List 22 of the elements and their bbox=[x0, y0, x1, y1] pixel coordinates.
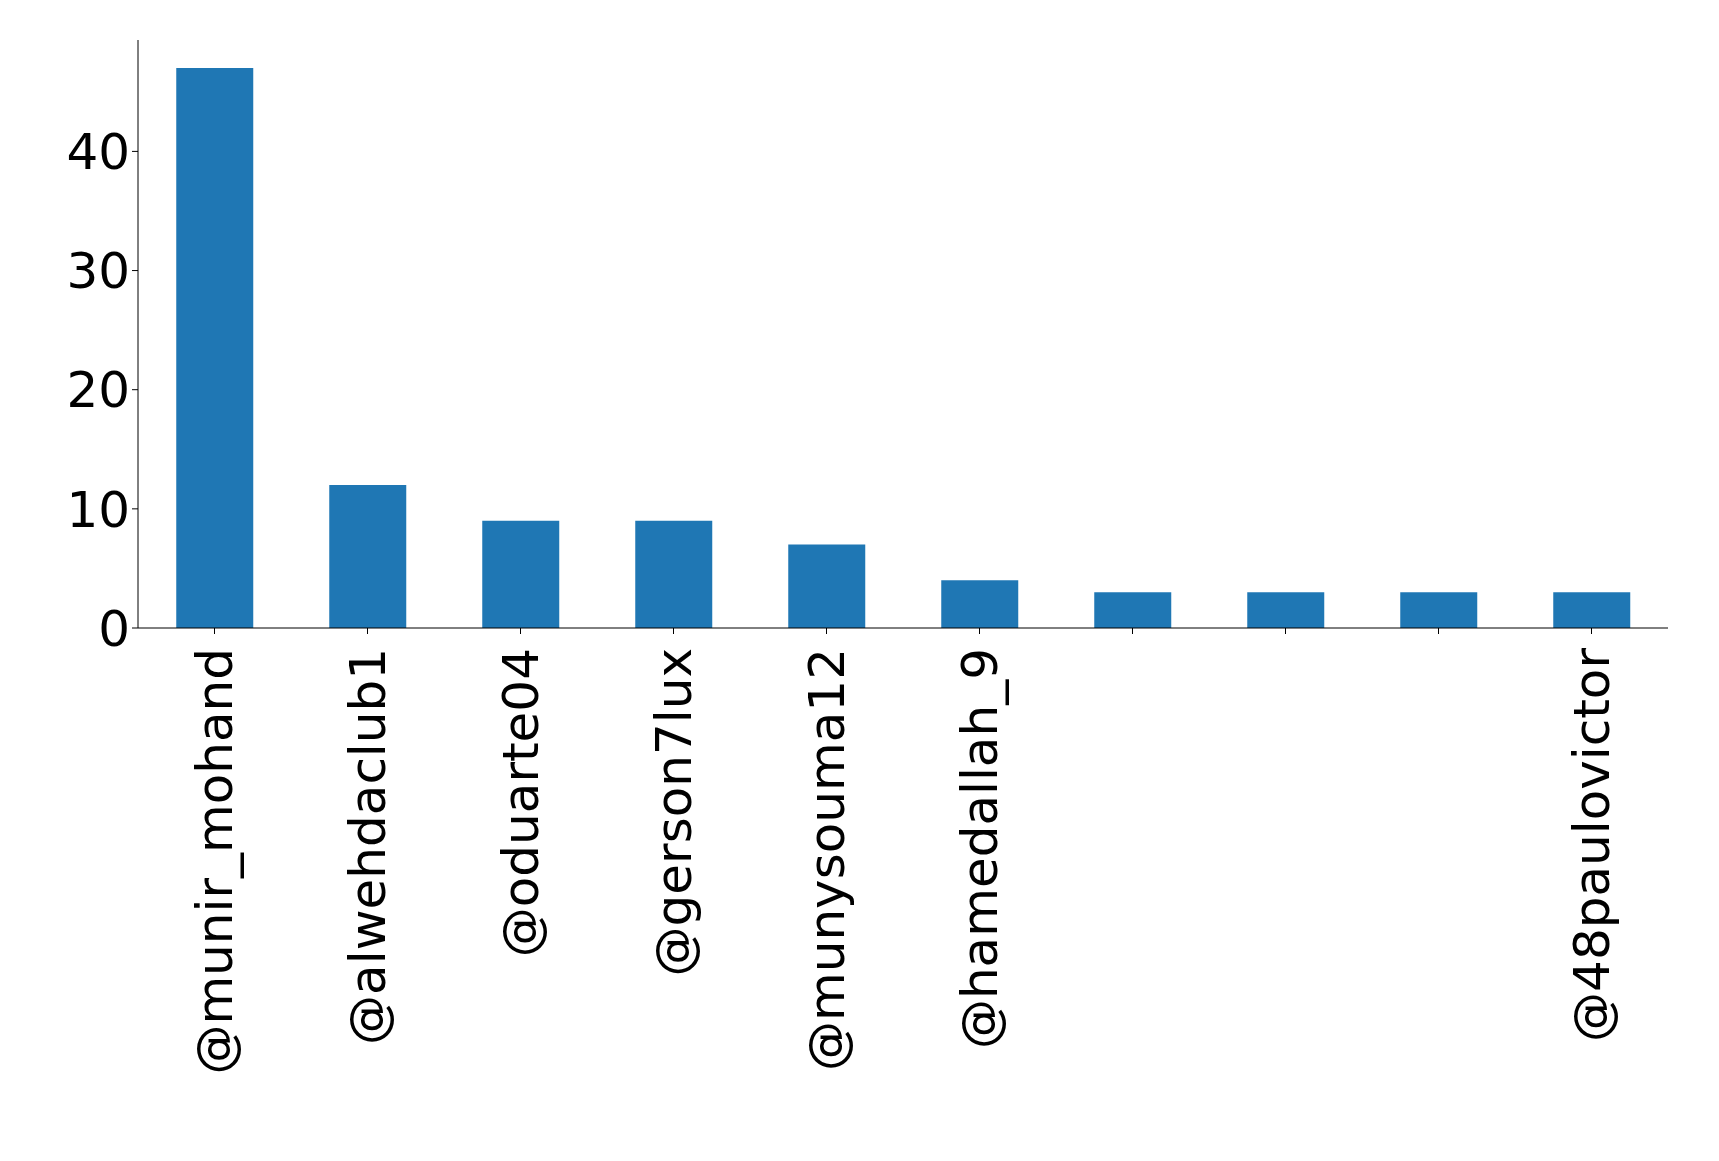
x-tick-label: @oduarte04 bbox=[491, 648, 550, 958]
y-tick-label: 40 bbox=[66, 123, 130, 182]
bar bbox=[1247, 592, 1325, 628]
bar bbox=[1553, 592, 1631, 628]
bar bbox=[482, 520, 560, 628]
bar bbox=[176, 68, 254, 628]
bar bbox=[941, 580, 1019, 628]
y-tick-label: 0 bbox=[98, 599, 130, 658]
y-tick-label: 10 bbox=[66, 480, 130, 539]
bar bbox=[788, 544, 866, 628]
y-tick-label: 20 bbox=[66, 361, 130, 420]
x-tick-label: @48paulovictor bbox=[1562, 647, 1621, 1042]
bar bbox=[329, 485, 407, 628]
bar bbox=[1400, 592, 1478, 628]
x-tick-label: @munir_mohand bbox=[185, 648, 244, 1075]
y-tick-label: 30 bbox=[66, 242, 130, 301]
bar bbox=[1094, 592, 1172, 628]
x-tick-label: @gerson7lux bbox=[644, 648, 703, 977]
x-tick-label: @alwehdaclub1 bbox=[338, 648, 397, 1045]
x-tick-label: @hamedallah_9 bbox=[950, 648, 1009, 1050]
x-tick-label: @munysouma12 bbox=[797, 648, 856, 1071]
bar bbox=[635, 520, 713, 628]
